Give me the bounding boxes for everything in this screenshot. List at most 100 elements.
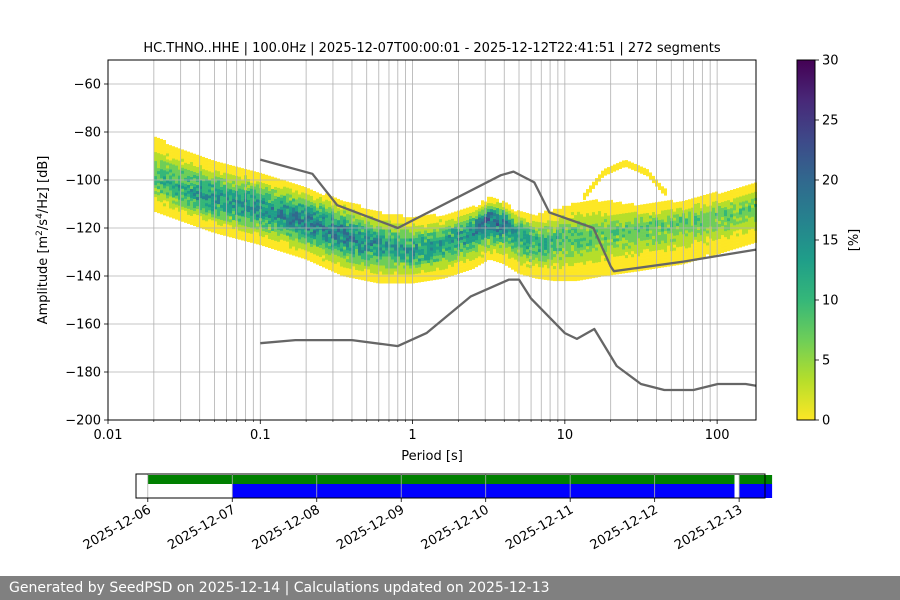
heatmap-cell: [253, 207, 256, 211]
heatmap-cell: [616, 262, 619, 266]
heatmap-cell: [190, 164, 193, 168]
heatmap-cell: [154, 169, 157, 174]
heatmap-cell: [175, 153, 178, 157]
heatmap-cell: [559, 226, 562, 231]
heatmap-cell: [436, 216, 439, 220]
heatmap-cell: [169, 199, 172, 203]
heatmap-cell: [730, 237, 733, 242]
heatmap-cell: [214, 182, 217, 186]
heatmap-cell: [322, 195, 325, 199]
heatmap-cell: [610, 199, 613, 204]
heatmap-cell: [241, 204, 244, 208]
heatmap-cell: [391, 253, 394, 257]
heatmap-cell: [373, 258, 376, 262]
heatmap-cell: [748, 214, 751, 218]
heatmap-cell: [640, 216, 643, 220]
heatmap-cell: [430, 256, 433, 260]
heatmap-cell: [580, 237, 583, 242]
heatmap-cell: [502, 218, 505, 223]
heatmap-cell: [571, 220, 574, 225]
heatmap-cell: [634, 244, 637, 248]
heatmap-cell: [298, 200, 301, 204]
heatmap-cell: [694, 200, 697, 204]
heatmap-cell: [250, 170, 253, 174]
heatmap-cell: [562, 229, 565, 234]
heatmap-cell: [718, 250, 721, 254]
heatmap-cell: [361, 231, 364, 236]
heatmap-cell: [355, 266, 358, 270]
heatmap-cell: [181, 203, 184, 207]
heatmap-cell: [586, 209, 589, 214]
heatmap-cell: [637, 235, 640, 239]
heatmap-cell: [418, 219, 421, 223]
heatmap-cell: [508, 255, 511, 259]
heatmap-cell: [355, 227, 358, 231]
heatmap-cell: [217, 182, 220, 187]
heatmap-cell: [703, 197, 706, 202]
heatmap-cell: [466, 237, 469, 241]
heatmap-cell: [499, 208, 502, 213]
heatmap-cell: [391, 217, 394, 221]
heatmap-cell: [262, 185, 265, 190]
heatmap-cell: [184, 168, 187, 172]
heatmap-cell: [568, 253, 571, 258]
heatmap-cell: [589, 239, 592, 243]
heatmap-cell: [526, 227, 529, 232]
heatmap-cell: [301, 252, 304, 256]
heatmap-cell: [748, 184, 751, 188]
heatmap-cell: [649, 221, 652, 225]
heatmap-cell: [499, 217, 502, 222]
heatmap-cell: [328, 206, 331, 211]
heatmap-cell: [355, 206, 358, 210]
heatmap-cell: [736, 197, 739, 201]
heatmap-cell: [469, 254, 472, 258]
heatmap-cell: [373, 267, 376, 271]
heatmap-cell: [424, 230, 427, 234]
heatmap-cell: [718, 202, 721, 206]
heatmap-cell: [460, 215, 463, 219]
heatmap-cell: [751, 240, 754, 244]
heatmap-cell: [547, 232, 550, 236]
heatmap-cell: [505, 232, 508, 236]
heatmap-cell: [172, 200, 175, 204]
heatmap-cell: [463, 211, 466, 215]
heatmap-cell: [418, 243, 421, 247]
heatmap-cell: [649, 260, 652, 264]
heatmap-cell: [172, 173, 175, 177]
heatmap-cell: [283, 231, 286, 235]
coverage-bar-green: [739, 475, 773, 484]
heatmap-cell: [637, 208, 640, 212]
heatmap-cell: [445, 217, 448, 221]
heatmap-cell: [436, 243, 439, 247]
heatmap-cell: [472, 229, 475, 233]
heatmap-arc-cell: [595, 178, 598, 186]
heatmap-cell: [706, 245, 709, 249]
heatmap-cell: [250, 206, 253, 210]
heatmap-cell: [424, 218, 427, 222]
heatmap-cell: [424, 215, 427, 219]
heatmap-cell: [277, 187, 280, 191]
heatmap-cell: [688, 211, 691, 215]
heatmap-cell: [631, 205, 634, 210]
heatmap-cell: [715, 206, 718, 210]
heatmap-cell: [472, 211, 475, 215]
heatmap-cell: [265, 207, 268, 212]
heatmap-cell: [247, 175, 250, 180]
heatmap-cell: [631, 235, 634, 240]
heatmap-cell: [625, 218, 628, 223]
heatmap-cell: [460, 260, 463, 264]
heatmap-cell: [169, 190, 172, 194]
heatmap-cell: [439, 227, 442, 232]
heatmap-cell: [610, 235, 613, 240]
heatmap-cell: [256, 235, 259, 239]
heatmap-cell: [403, 277, 406, 281]
heatmap-cell: [688, 223, 691, 227]
heatmap-cell: [439, 242, 442, 247]
heatmap-cell: [565, 232, 568, 237]
heatmap-cell: [310, 240, 313, 244]
heatmap-cell: [271, 197, 274, 201]
heatmap-cell: [514, 247, 517, 251]
heatmap-cell: [598, 213, 601, 218]
heatmap-cell: [631, 256, 634, 261]
heatmap-cell: [502, 248, 505, 253]
